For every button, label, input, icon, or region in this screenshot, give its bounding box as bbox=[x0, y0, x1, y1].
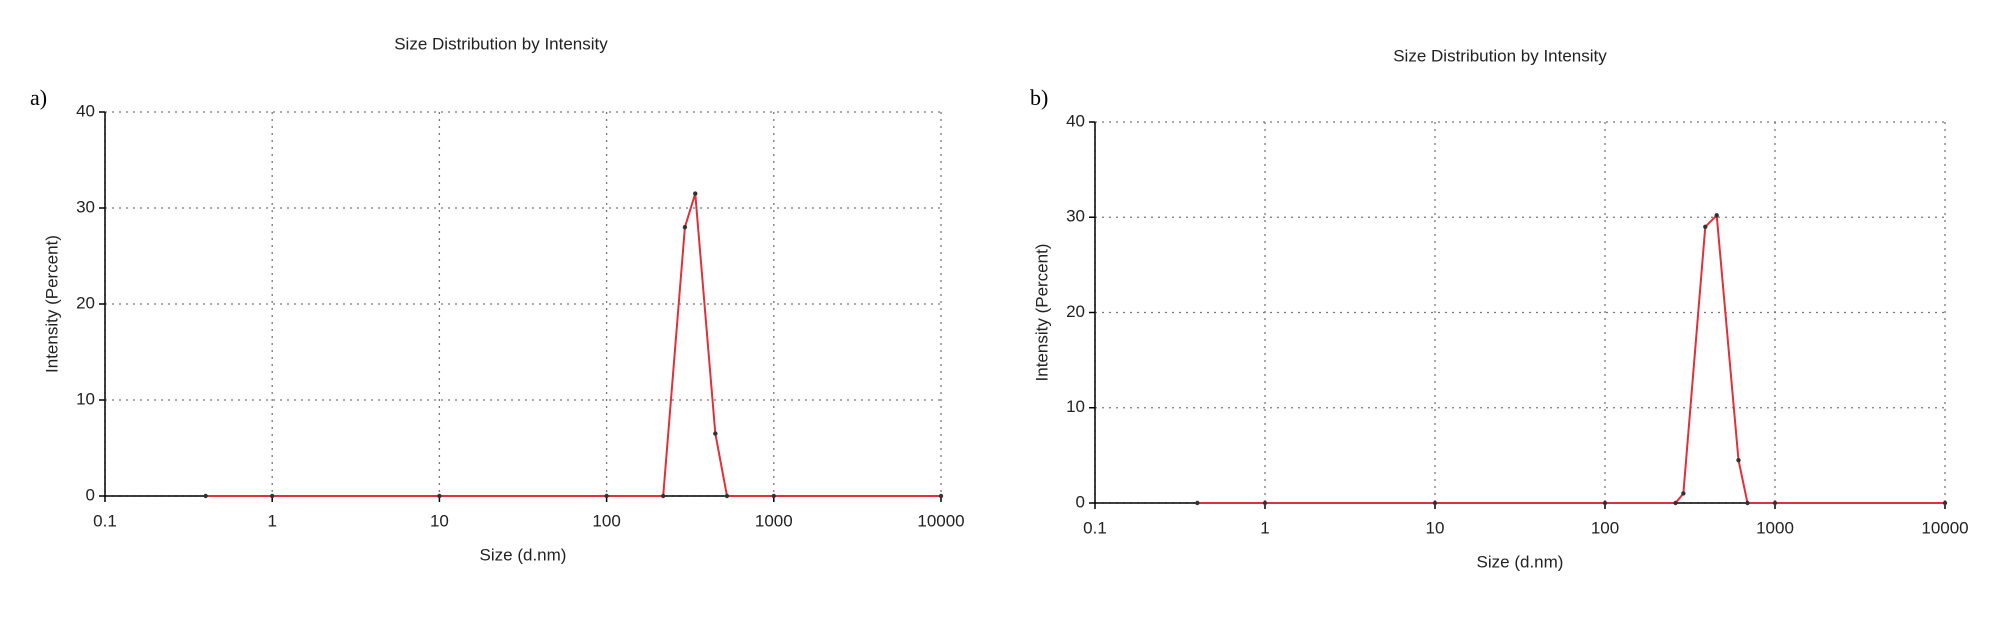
data-point bbox=[270, 493, 275, 499]
data-point bbox=[1745, 500, 1750, 506]
x-tick-label: 1000 bbox=[755, 511, 793, 530]
x-tick-label: 0.1 bbox=[1083, 518, 1107, 537]
data-line bbox=[1197, 213, 1945, 504]
x-tick-label: 10 bbox=[1426, 518, 1445, 537]
chart-title: Size Distribution by Intensity bbox=[1393, 46, 1607, 65]
x-tick-label: 100 bbox=[592, 511, 620, 530]
data-point bbox=[1736, 457, 1741, 463]
y-tick-label: 40 bbox=[76, 101, 95, 120]
data-point bbox=[1772, 500, 1778, 506]
y-axis-label: Intensity (Percent) bbox=[42, 235, 61, 373]
y-tick-label: 30 bbox=[76, 197, 95, 216]
data-point bbox=[1195, 500, 1200, 506]
data-point bbox=[693, 191, 698, 196]
chart-title: Size Distribution by Intensity bbox=[394, 34, 608, 53]
y-tick-label: 0 bbox=[86, 485, 95, 504]
data-point bbox=[1703, 224, 1708, 229]
x-tick-label: 10 bbox=[430, 511, 449, 530]
data-point bbox=[660, 493, 666, 499]
y-tick-label: 10 bbox=[76, 389, 95, 408]
data-line bbox=[205, 193, 941, 497]
y-tick-label: 20 bbox=[1066, 302, 1085, 321]
x-tick-label: 1000 bbox=[1756, 518, 1794, 537]
data-point bbox=[1714, 213, 1719, 218]
data-point bbox=[604, 493, 609, 499]
y-tick-label: 10 bbox=[1066, 397, 1085, 416]
data-point bbox=[724, 493, 730, 499]
data-point bbox=[203, 493, 208, 499]
x-tick-label: 100 bbox=[1591, 518, 1619, 537]
panel-label: a) bbox=[30, 85, 47, 110]
data-point bbox=[1432, 500, 1438, 506]
x-tick-label: 1 bbox=[1260, 518, 1269, 537]
y-tick-label: 0 bbox=[1076, 492, 1085, 511]
x-axis-label: Size (d.nm) bbox=[1477, 552, 1564, 571]
x-axis-label: Size (d.nm) bbox=[480, 545, 567, 564]
x-tick-label: 10000 bbox=[917, 511, 964, 530]
y-tick-label: 30 bbox=[1066, 207, 1085, 226]
data-point bbox=[1673, 500, 1678, 506]
data-point bbox=[938, 493, 944, 499]
data-point bbox=[713, 431, 718, 436]
panel-label: b) bbox=[1030, 85, 1048, 110]
data-point bbox=[1681, 491, 1686, 496]
data-point bbox=[1942, 500, 1948, 506]
data-point bbox=[771, 493, 776, 499]
x-tick-label: 0.1 bbox=[93, 511, 117, 530]
x-tick-label: 1 bbox=[267, 511, 276, 530]
x-tick-label: 10000 bbox=[1921, 518, 1968, 537]
y-axis-label: Intensity (Percent) bbox=[1032, 244, 1051, 382]
data-point bbox=[1262, 500, 1268, 506]
y-tick-label: 20 bbox=[76, 293, 95, 312]
y-tick-label: 40 bbox=[1066, 111, 1085, 130]
data-point bbox=[1602, 500, 1608, 506]
data-point bbox=[682, 225, 688, 230]
data-point bbox=[437, 493, 442, 499]
